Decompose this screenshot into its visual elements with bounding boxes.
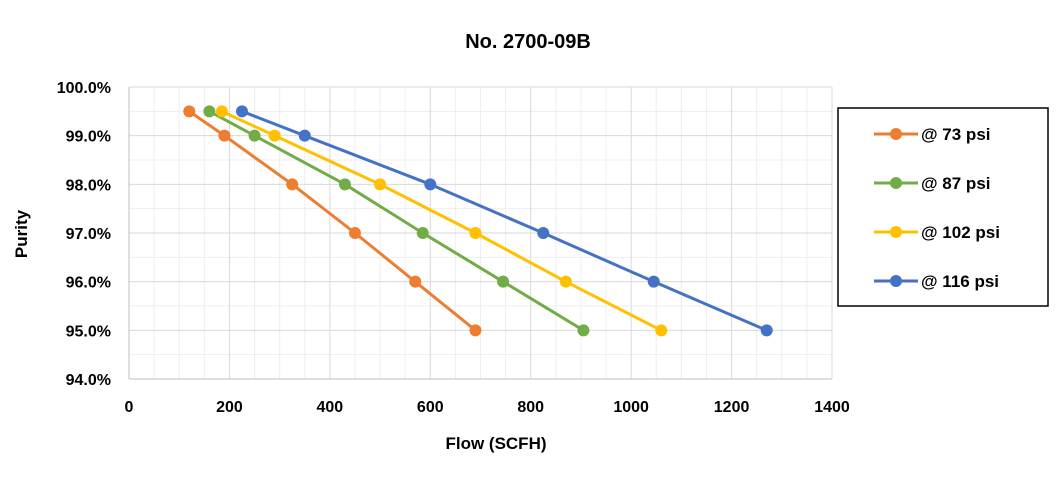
legend-label: @ 116 psi <box>921 272 999 291</box>
legend-label: @ 73 psi <box>921 125 991 144</box>
x-tick-label: 1000 <box>613 399 649 416</box>
data-point <box>469 324 482 337</box>
data-point <box>203 105 216 118</box>
y-axis-label: Purity <box>12 209 31 258</box>
x-tick-label: 400 <box>317 399 344 416</box>
legend-items: @ 73 psi @ 87 psi @ 102 psi @ 116 psi <box>874 125 1000 291</box>
x-tick-label: 600 <box>417 399 444 416</box>
legend-marker <box>890 275 902 287</box>
series-line <box>208 110 585 332</box>
x-tick-label: 1200 <box>714 399 750 416</box>
legend: @ 73 psi @ 87 psi @ 102 psi @ 116 psi <box>837 107 1049 307</box>
legend-item: @ 73 psi <box>874 125 991 144</box>
data-point <box>215 105 228 118</box>
x-tick-label: 0 <box>125 399 134 416</box>
data-point <box>374 178 387 191</box>
series-4 <box>235 105 773 337</box>
series-layer <box>183 105 773 337</box>
data-point <box>218 129 231 142</box>
legend-marker <box>890 177 902 189</box>
legend-item: @ 87 psi <box>874 174 991 193</box>
legend-item: @ 116 psi <box>874 272 999 291</box>
data-point <box>537 227 550 239</box>
legend-item: @ 102 psi <box>874 223 1000 242</box>
y-tick-label: 98.0% <box>66 177 111 194</box>
legend-label: @ 87 psi <box>921 174 991 193</box>
x-tick-labels: 0 200 400 600 800 1000 1200 1400 <box>125 399 850 416</box>
data-point <box>424 178 437 191</box>
legend-box <box>837 107 1049 307</box>
data-point <box>268 129 281 142</box>
y-tick-label: 95.0% <box>66 323 111 340</box>
y-tick-label: 99.0% <box>66 129 111 146</box>
series-line <box>241 109 768 332</box>
series-line <box>221 109 662 332</box>
y-tick-labels: 94.0% 95.0% 96.0% 97.0% 98.0% 99.0% 100.0% <box>57 80 111 389</box>
series-1 <box>183 105 482 337</box>
x-axis-label: Flow (SCFH) <box>445 434 546 453</box>
data-point <box>577 324 590 337</box>
data-point <box>559 275 572 288</box>
series-3 <box>215 105 668 337</box>
series-2 <box>203 105 590 337</box>
legend-label: @ 102 psi <box>921 223 1000 242</box>
x-tick-label: 1400 <box>814 399 850 416</box>
y-tick-label: 96.0% <box>66 275 111 292</box>
data-point <box>298 129 311 142</box>
data-point <box>338 178 351 191</box>
data-point <box>655 324 668 337</box>
data-point <box>235 105 248 118</box>
data-point <box>416 227 429 239</box>
data-point <box>183 105 196 118</box>
y-tick-label: 97.0% <box>66 226 111 243</box>
series-line <box>188 110 477 332</box>
legend-marker <box>890 226 902 238</box>
y-tick-label: 100.0% <box>57 80 111 97</box>
y-tick-label: 94.0% <box>66 372 111 389</box>
plot-area <box>128 86 833 380</box>
x-tick-label: 800 <box>517 399 544 416</box>
data-point <box>348 227 361 239</box>
x-tick-label: 200 <box>216 399 243 416</box>
data-point <box>409 275 422 288</box>
chart-title: No. 2700-09B <box>465 31 591 53</box>
data-point <box>286 178 299 191</box>
legend-marker <box>890 128 902 140</box>
data-point <box>760 324 773 337</box>
data-point <box>469 227 482 239</box>
data-point <box>647 275 660 288</box>
data-point <box>497 275 510 288</box>
data-point <box>248 129 261 142</box>
